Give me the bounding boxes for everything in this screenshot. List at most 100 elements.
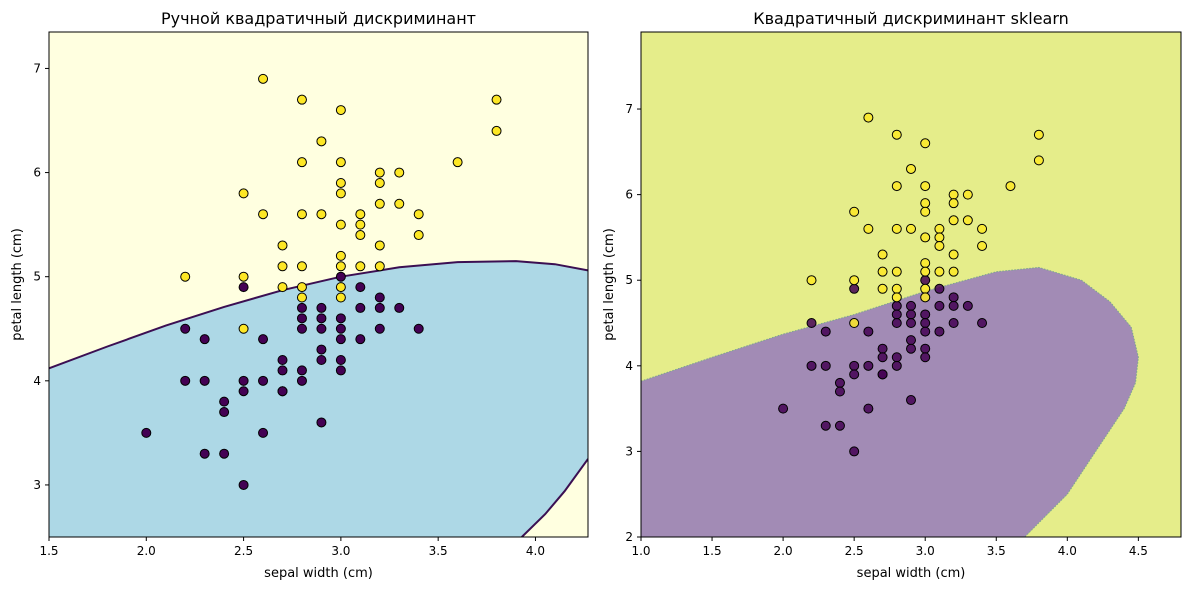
x-tick-label: 3.5 bbox=[429, 544, 448, 558]
data-point-class-1 bbox=[977, 223, 988, 234]
data-point-class-1 bbox=[491, 94, 502, 105]
data-point-class-1 bbox=[238, 188, 249, 199]
data-point-class-1 bbox=[374, 261, 385, 272]
left-x-axis-label: sepal width (cm) bbox=[264, 566, 373, 581]
data-point-class-1 bbox=[355, 261, 366, 272]
y-tick-label: 7 bbox=[625, 102, 633, 116]
right-chart-panel: 1.0 1.5 2.0 2.5 3.0 3.5 4.0 4.5 2 3 4 5 6 7 Квадрати… bbox=[602, 9, 1182, 581]
data-point-class-0 bbox=[199, 375, 210, 386]
data-point-class-0 bbox=[820, 420, 831, 431]
data-point-class-1 bbox=[1033, 129, 1044, 140]
data-point-class-0 bbox=[199, 334, 210, 345]
data-point-class-0 bbox=[316, 313, 327, 324]
data-point-class-0 bbox=[258, 375, 269, 386]
data-point-class-0 bbox=[778, 403, 789, 414]
data-point-class-1 bbox=[394, 167, 405, 178]
data-point-class-1 bbox=[413, 209, 424, 220]
data-point-class-0 bbox=[863, 360, 874, 371]
data-point-class-0 bbox=[906, 335, 916, 346]
data-point-class-0 bbox=[335, 271, 346, 282]
data-point-class-1 bbox=[891, 181, 902, 192]
data-point-class-0 bbox=[316, 302, 327, 313]
data-point-class-0 bbox=[238, 479, 249, 490]
data-point-class-0 bbox=[335, 313, 346, 324]
data-point-class-1 bbox=[335, 282, 346, 293]
data-point-class-1 bbox=[491, 125, 502, 136]
left-decision-boundary-lower bbox=[521, 458, 588, 537]
data-point-class-1 bbox=[934, 240, 945, 251]
data-point-class-0 bbox=[849, 369, 860, 380]
data-point-class-1 bbox=[891, 129, 902, 140]
data-point-class-0 bbox=[335, 334, 346, 345]
left-y-axis-label: petal length (cm) bbox=[10, 228, 25, 341]
data-point-class-0 bbox=[948, 292, 959, 303]
data-point-class-0 bbox=[877, 369, 888, 380]
data-point-class-0 bbox=[891, 360, 902, 371]
data-point-class-0 bbox=[335, 365, 346, 376]
data-point-class-0 bbox=[355, 282, 366, 293]
data-point-class-1 bbox=[877, 283, 888, 294]
data-point-class-1 bbox=[238, 323, 249, 334]
data-point-class-1 bbox=[906, 163, 916, 174]
data-point-class-0 bbox=[316, 344, 327, 355]
data-point-class-0 bbox=[877, 352, 888, 363]
data-point-class-0 bbox=[934, 326, 945, 337]
data-point-class-1 bbox=[335, 105, 346, 116]
data-point-class-1 bbox=[806, 275, 817, 286]
data-point-class-0 bbox=[906, 395, 916, 406]
data-point-class-0 bbox=[258, 334, 269, 345]
data-point-class-1 bbox=[934, 232, 945, 243]
data-point-class-0 bbox=[820, 326, 831, 337]
data-point-class-0 bbox=[834, 420, 845, 431]
left-chart-panel: 1.5 2.0 2.5 3.0 3.5 4.0 3 4 5 6 7 Ручной квадрати… bbox=[10, 9, 589, 581]
data-point-class-1 bbox=[296, 157, 307, 168]
data-point-class-1 bbox=[948, 198, 959, 209]
data-point-class-0 bbox=[834, 377, 845, 388]
data-point-class-0 bbox=[374, 323, 385, 334]
data-point-class-0 bbox=[180, 375, 191, 386]
data-point-class-1 bbox=[849, 318, 860, 329]
data-point-class-1 bbox=[849, 275, 860, 286]
data-point-class-1 bbox=[920, 181, 931, 192]
data-point-class-0 bbox=[296, 302, 307, 313]
data-point-class-1 bbox=[335, 219, 346, 230]
right-chart-title: Квадратичный дискриминант sklearn bbox=[753, 9, 1069, 28]
x-tick-label: 3.0 bbox=[916, 544, 935, 558]
data-point-class-0 bbox=[238, 386, 249, 397]
y-tick-label: 3 bbox=[625, 444, 633, 458]
data-point-class-0 bbox=[316, 417, 327, 428]
data-point-class-0 bbox=[891, 318, 902, 329]
data-point-class-0 bbox=[806, 360, 817, 371]
data-point-class-0 bbox=[834, 386, 845, 397]
data-point-class-1 bbox=[335, 157, 346, 168]
x-tick-label: 1.5 bbox=[703, 544, 722, 558]
data-point-class-0 bbox=[316, 323, 327, 334]
data-point-class-0 bbox=[920, 352, 931, 363]
data-point-class-1 bbox=[296, 261, 307, 272]
data-point-class-0 bbox=[219, 407, 230, 418]
data-point-class-0 bbox=[806, 318, 817, 329]
y-tick-label: 6 bbox=[33, 166, 41, 180]
data-point-class-1 bbox=[920, 258, 931, 269]
data-point-class-1 bbox=[296, 282, 307, 293]
data-point-class-1 bbox=[920, 138, 931, 149]
data-point-class-0 bbox=[296, 323, 307, 334]
data-point-class-1 bbox=[962, 189, 973, 200]
data-point-class-0 bbox=[934, 300, 945, 311]
data-point-class-1 bbox=[374, 240, 385, 251]
data-point-class-0 bbox=[355, 302, 366, 313]
y-tick-label: 4 bbox=[625, 359, 633, 373]
data-point-class-0 bbox=[849, 283, 860, 294]
y-tick-label: 2 bbox=[625, 530, 633, 544]
right-x-axis-label: sepal width (cm) bbox=[857, 566, 966, 581]
data-point-class-1 bbox=[962, 215, 973, 226]
data-point-class-1 bbox=[374, 177, 385, 188]
data-point-class-0 bbox=[374, 302, 385, 313]
data-point-class-1 bbox=[316, 209, 327, 220]
data-point-class-0 bbox=[180, 323, 191, 334]
right-plot-frame bbox=[640, 31, 1182, 538]
data-point-class-0 bbox=[820, 360, 831, 371]
x-tick-label: 4.5 bbox=[1129, 544, 1148, 558]
data-point-class-0 bbox=[258, 427, 269, 438]
y-tick-label: 5 bbox=[33, 270, 41, 284]
